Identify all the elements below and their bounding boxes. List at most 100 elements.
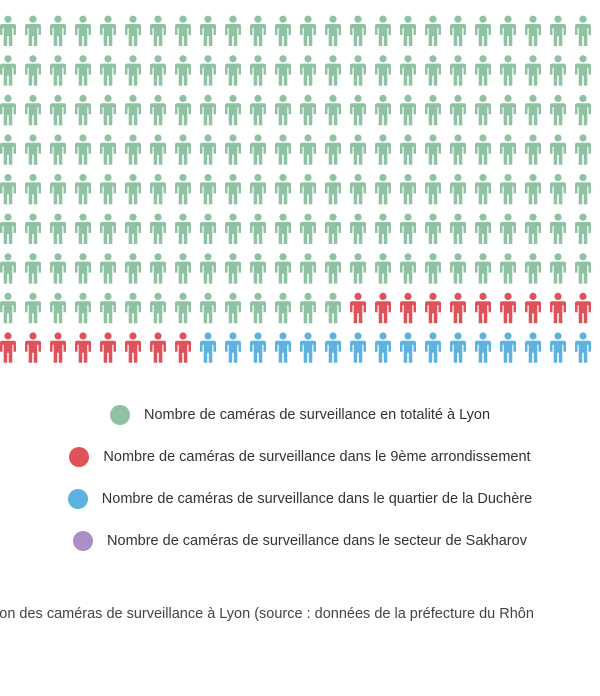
person-icon-9eme bbox=[425, 292, 441, 324]
person-icon-lyon bbox=[450, 15, 466, 46]
person-icon-lyon bbox=[475, 213, 491, 244]
person-icon-lyon bbox=[550, 55, 566, 86]
person-icon-duchere bbox=[475, 332, 491, 363]
person-icon-lyon bbox=[400, 94, 416, 126]
person-icon-lyon bbox=[75, 292, 91, 324]
person-icon-lyon bbox=[500, 134, 516, 165]
person-icon-lyon bbox=[200, 94, 216, 126]
person-icon-lyon bbox=[100, 15, 116, 46]
person-icon-lyon bbox=[500, 15, 516, 46]
person-icon-lyon bbox=[475, 134, 491, 165]
legend-label-duchere: Nombre de caméras de surveillance dans l… bbox=[101, 491, 533, 507]
person-icon-duchere bbox=[575, 332, 591, 363]
person-icon-lyon bbox=[375, 55, 391, 86]
person-icon-lyon bbox=[375, 134, 391, 165]
person-icon-lyon bbox=[500, 253, 516, 284]
person-icon-lyon bbox=[50, 174, 66, 205]
person-icon-lyon bbox=[325, 55, 341, 86]
person-icon-lyon bbox=[150, 174, 166, 205]
person-icon-lyon bbox=[575, 15, 591, 46]
legend-item-sakharov[interactable]: Nombre de caméras de surveillance dans l… bbox=[0, 530, 600, 552]
person-icon-lyon bbox=[500, 174, 516, 205]
person-icon-lyon bbox=[475, 15, 491, 46]
person-icon-lyon bbox=[150, 15, 166, 46]
person-icon-lyon bbox=[350, 94, 366, 126]
person-icon-lyon bbox=[300, 55, 316, 86]
person-icon-lyon bbox=[200, 55, 216, 86]
person-icon-lyon bbox=[225, 174, 241, 205]
person-icon-lyon bbox=[175, 174, 191, 205]
person-icon-lyon bbox=[50, 15, 66, 46]
person-icon-lyon bbox=[200, 134, 216, 165]
person-icon-lyon bbox=[325, 253, 341, 284]
person-icon-duchere bbox=[250, 332, 266, 363]
person-icon-9eme bbox=[100, 332, 116, 363]
person-icon-lyon bbox=[450, 213, 466, 244]
pictogram-chart bbox=[0, 15, 591, 363]
person-icon-lyon bbox=[200, 253, 216, 284]
person-icon-lyon bbox=[225, 94, 241, 126]
person-icon-lyon bbox=[125, 213, 141, 244]
person-icon-lyon bbox=[75, 15, 91, 46]
person-icon-lyon bbox=[400, 55, 416, 86]
person-icon-lyon bbox=[550, 15, 566, 46]
legend-label-lyon: Nombre de caméras de surveillance en tot… bbox=[143, 407, 491, 423]
person-icon-lyon bbox=[275, 253, 291, 284]
person-icon-lyon bbox=[250, 55, 266, 86]
person-icon-lyon bbox=[575, 174, 591, 205]
person-icon-lyon bbox=[150, 134, 166, 165]
person-icon-lyon bbox=[25, 134, 41, 165]
person-icon-lyon bbox=[25, 55, 41, 86]
person-icon-lyon bbox=[25, 253, 41, 284]
person-icon-lyon bbox=[525, 15, 541, 46]
person-icon-9eme bbox=[0, 332, 16, 363]
person-icon-9eme bbox=[525, 292, 541, 324]
person-icon-lyon bbox=[75, 134, 91, 165]
person-icon-lyon bbox=[425, 253, 441, 284]
person-icon-lyon bbox=[300, 15, 316, 46]
person-icon-lyon bbox=[175, 94, 191, 126]
person-icon-lyon bbox=[300, 134, 316, 165]
person-icon-lyon bbox=[0, 292, 16, 324]
person-icon-lyon bbox=[125, 15, 141, 46]
person-icon-lyon bbox=[50, 253, 66, 284]
legend-item-duchere[interactable]: Nombre de caméras de surveillance dans l… bbox=[0, 488, 600, 510]
person-icon-lyon bbox=[225, 213, 241, 244]
person-icon-lyon bbox=[500, 94, 516, 126]
person-icon-duchere bbox=[350, 332, 366, 363]
person-icon-lyon bbox=[0, 213, 16, 244]
person-icon-9eme bbox=[150, 332, 166, 363]
legend-item-lyon[interactable]: Nombre de caméras de surveillance en tot… bbox=[0, 404, 600, 426]
person-icon-9eme bbox=[50, 332, 66, 363]
person-icon-lyon bbox=[325, 94, 341, 126]
person-icon-lyon bbox=[425, 174, 441, 205]
person-icon-lyon bbox=[450, 94, 466, 126]
person-icon-lyon bbox=[200, 174, 216, 205]
person-icon-lyon bbox=[550, 253, 566, 284]
person-icon-lyon bbox=[0, 174, 16, 205]
person-icon-lyon bbox=[150, 94, 166, 126]
person-icon-lyon bbox=[450, 253, 466, 284]
person-icon-lyon bbox=[125, 94, 141, 126]
person-icon-lyon bbox=[275, 213, 291, 244]
person-icon-duchere bbox=[550, 332, 566, 363]
legend: Nombre de caméras de surveillance en tot… bbox=[0, 404, 600, 572]
person-icon-lyon bbox=[100, 213, 116, 244]
person-icon-lyon bbox=[350, 55, 366, 86]
person-icon-lyon bbox=[50, 134, 66, 165]
person-icon-lyon bbox=[225, 292, 241, 324]
legend-item-9eme[interactable]: Nombre de caméras de surveillance dans l… bbox=[0, 446, 600, 468]
person-icon-lyon bbox=[0, 55, 16, 86]
person-icon-lyon bbox=[450, 134, 466, 165]
person-icon-lyon bbox=[125, 292, 141, 324]
person-icon-9eme bbox=[550, 292, 566, 324]
person-icon-lyon bbox=[375, 213, 391, 244]
person-icon-9eme bbox=[400, 292, 416, 324]
person-icon-lyon bbox=[0, 94, 16, 126]
person-icon-lyon bbox=[275, 134, 291, 165]
person-icon-lyon bbox=[350, 253, 366, 284]
person-icon-lyon bbox=[100, 292, 116, 324]
chart-caption: tion des caméras de surveillance à Lyon … bbox=[0, 606, 534, 622]
person-icon-lyon bbox=[525, 174, 541, 205]
person-icon-lyon bbox=[150, 213, 166, 244]
